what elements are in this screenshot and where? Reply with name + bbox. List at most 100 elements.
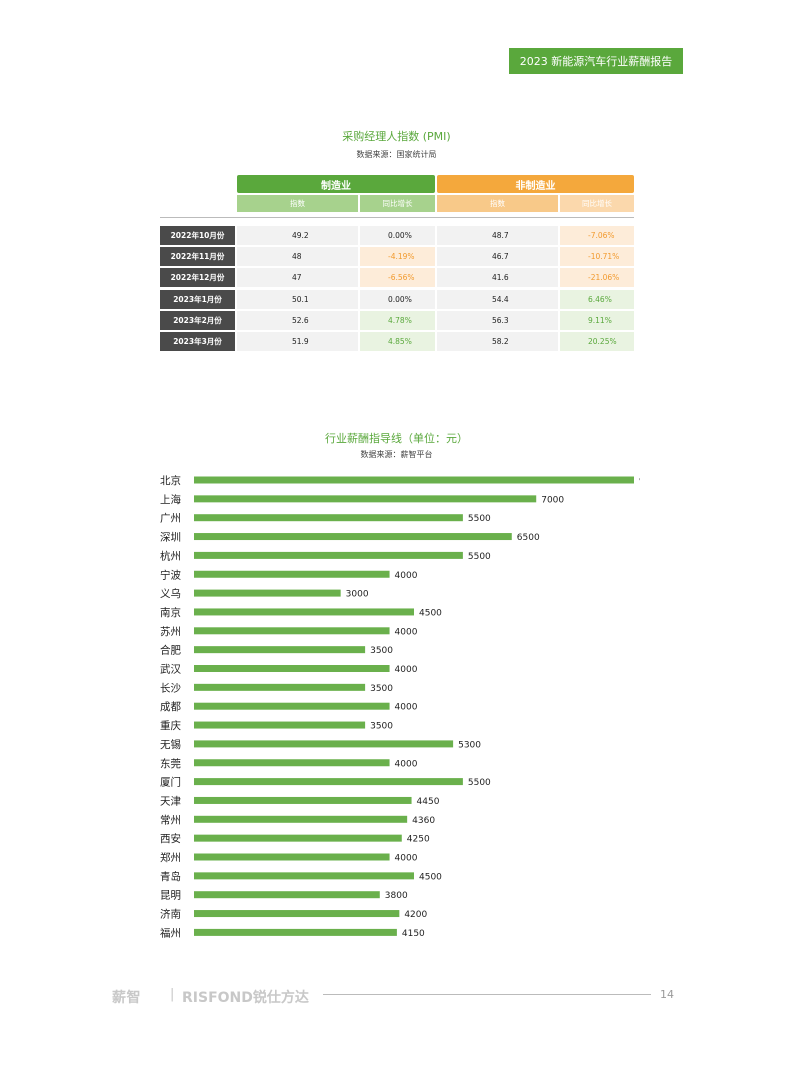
salary-value-label: 4450 — [417, 797, 440, 807]
city-label: 厦门 — [160, 776, 181, 789]
row-month-label: 2023年3月份 — [160, 332, 235, 351]
row-month-label: 2022年10月份 — [160, 226, 235, 245]
salary-bar — [194, 796, 412, 804]
city-label: 福州 — [160, 926, 181, 939]
salary-value-label: 4500 — [419, 872, 442, 882]
salary-value-label: 4500 — [419, 608, 442, 618]
city-label: 合肥 — [160, 644, 181, 657]
manufacturing-index-cell: 47 — [237, 268, 358, 288]
salary-bar — [194, 834, 402, 842]
salary-bar — [194, 683, 366, 691]
city-label: 杭州 — [160, 549, 181, 562]
manufacturing-yoy-cell: -6.56% — [360, 268, 435, 288]
city-label: 苏州 — [160, 625, 181, 638]
city-label: 青岛 — [160, 870, 181, 883]
city-label: 义乌 — [160, 587, 181, 600]
salary-bar — [194, 551, 463, 559]
salary-bar — [194, 891, 380, 899]
non-manufacturing-yoy-cell: 20.25% — [560, 332, 634, 351]
pmi-table-source: 数据来源：国家统计局 — [356, 150, 437, 159]
salary-value-label: 3500 — [370, 684, 393, 694]
city-label: 广州 — [160, 513, 181, 525]
salary-bar-chart: 北京 9000 上海 7000 广州 5500 深圳 6500 杭州 5500 宁波 4000 义乌 30… — [160, 474, 640, 939]
salary-bar — [194, 533, 512, 541]
city-label: 宁波 — [160, 568, 181, 581]
salary-chart-source: 数据来源：薪智平台 — [360, 450, 433, 459]
city-label: 重庆 — [160, 719, 181, 732]
city-label: 天津 — [160, 795, 181, 807]
salary-bar — [194, 778, 463, 786]
manufacturing-index-cell: 51.9 — [237, 332, 358, 351]
non-manufacturing-index-cell: 46.7 — [437, 247, 558, 267]
salary-value-label: 4150 — [402, 929, 425, 939]
salary-value-label: 3500 — [370, 722, 393, 732]
city-label: 武汉 — [160, 663, 181, 676]
salary-bar — [194, 476, 634, 484]
salary-chart-title: 行业薪酬指导线（单位：元） — [325, 432, 468, 445]
city-label: 郑州 — [160, 851, 181, 864]
salary-value-label: 6500 — [517, 533, 540, 543]
non-manufacturing-index-cell: 41.6 — [437, 268, 558, 288]
non-manufacturing-index-cell: 58.2 — [437, 332, 558, 351]
salary-bar — [194, 721, 366, 729]
non-manufacturing-yoy-cell: -10.71% — [560, 247, 634, 267]
report-title-badge: 2023 新能源汽车行业薪酬报告 — [509, 48, 683, 74]
city-label: 东莞 — [160, 757, 181, 770]
manufacturing-index-cell: 48 — [237, 247, 358, 267]
salary-bar — [194, 759, 390, 767]
manufacturing-index-cell: 52.6 — [237, 310, 358, 330]
city-label: 昆明 — [160, 890, 181, 902]
non-manufacturing-yoy-cell: 9.11% — [560, 310, 634, 330]
table-divider — [160, 217, 634, 218]
non-manufacturing-yoy-cell: 6.46% — [560, 289, 634, 309]
city-label: 西安 — [160, 832, 181, 845]
manufacturing-yoy-cell: 4.85% — [360, 332, 435, 351]
row-month-label: 2023年1月份 — [160, 289, 235, 309]
salary-value-label: 4000 — [395, 703, 418, 713]
salary-bar — [194, 853, 390, 861]
salary-value-label: 4000 — [395, 665, 418, 675]
footer-separator: | — [170, 987, 175, 1002]
non-manufacturing-index-cell: 56.3 — [437, 310, 558, 330]
manufacturing-yoy-cell: 0.00% — [360, 226, 435, 245]
salary-bar — [194, 570, 390, 578]
manufacturing-yoy-cell: -4.19% — [360, 247, 435, 267]
salary-bar — [194, 646, 366, 654]
manufacturing-index-cell: 49.2 — [237, 226, 358, 245]
salary-value-label: 9000 — [639, 477, 640, 487]
salary-bar — [194, 589, 341, 597]
city-label: 济南 — [160, 908, 181, 921]
city-label: 上海 — [160, 493, 181, 506]
risfond-logo: RISFOND锐仕方达 — [182, 990, 309, 1006]
salary-value-label: 3800 — [385, 891, 408, 901]
salary-value-label: 4200 — [404, 910, 427, 920]
salary-value-label: 5300 — [458, 740, 481, 750]
row-month-label: 2023年2月份 — [160, 310, 235, 330]
footer-rule — [323, 994, 651, 995]
non-manufacturing-yoy-cell: -7.06% — [560, 226, 634, 245]
salary-value-label: 5500 — [468, 778, 491, 788]
manufacturing-yoy-header: 同比增长 — [360, 195, 435, 212]
city-label: 常州 — [160, 813, 181, 826]
row-month-label: 2022年12月份 — [160, 268, 235, 288]
salary-value-label: 5500 — [468, 552, 491, 562]
city-label: 北京 — [160, 474, 181, 487]
salary-bar — [194, 815, 408, 823]
pmi-table-title: 采购经理人指数 (PMI) — [342, 130, 451, 143]
salary-value-label: 4360 — [412, 816, 435, 826]
salary-value-label: 5500 — [468, 514, 491, 524]
page-number: 14 — [660, 988, 674, 1001]
xinzhi-logo: 薪智 — [112, 990, 141, 1006]
non-manufacturing-yoy-cell: -21.06% — [560, 268, 634, 288]
salary-value-label: 3000 — [346, 590, 369, 600]
salary-value-label: 7000 — [541, 495, 564, 505]
salary-bar — [194, 514, 463, 522]
salary-value-label: 4250 — [407, 835, 430, 845]
salary-value-label: 4000 — [395, 759, 418, 769]
city-label: 成都 — [160, 701, 181, 713]
salary-value-label: 4000 — [395, 627, 418, 637]
salary-bar — [194, 702, 390, 710]
manufacturing-index-header: 指数 — [237, 195, 358, 212]
salary-bar — [194, 910, 400, 918]
city-label: 南京 — [160, 606, 181, 619]
